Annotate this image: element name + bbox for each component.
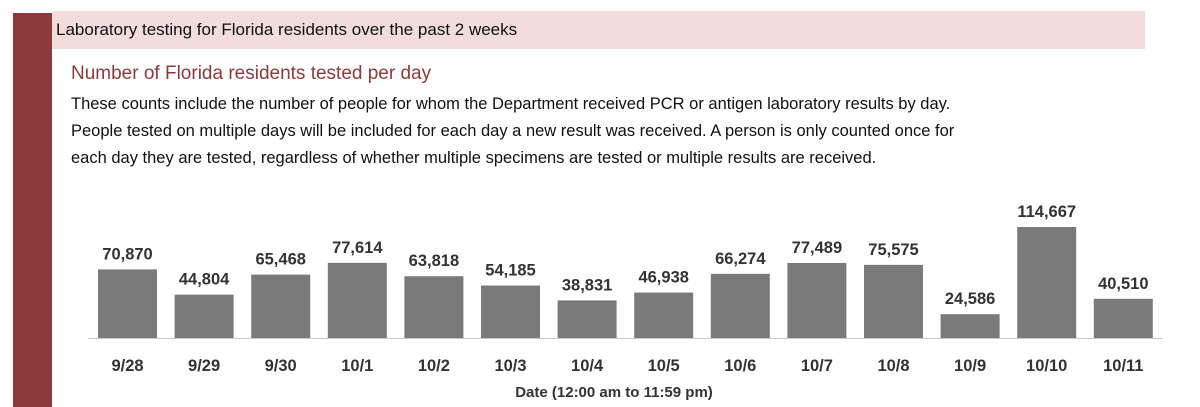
bar-9-29 [174, 294, 234, 338]
data-label: 24,586 [945, 290, 995, 308]
data-label: 114,667 [1017, 203, 1076, 221]
bar-10-7 [787, 262, 847, 338]
section-title: Number of Florida residents tested per d… [71, 63, 432, 84]
data-label: 40,510 [1098, 275, 1148, 293]
bar-10-5 [634, 292, 694, 338]
bar-10-3 [481, 285, 540, 338]
x-tick-label: 9/28 [111, 357, 143, 375]
x-tick-label: 9/29 [188, 357, 220, 375]
x-tick-label: 9/30 [265, 357, 297, 375]
bar-9-30 [251, 274, 311, 338]
x-tick-label: 10/7 [801, 357, 833, 375]
bar-9-28 [98, 269, 157, 338]
x-tick-label: 10/2 [418, 357, 450, 375]
section-description: These counts include the number of peopl… [71, 91, 1156, 172]
x-tick-label: 10/3 [494, 357, 526, 375]
bar-10-9 [940, 314, 1000, 338]
description-line: People tested on multiple days will be i… [71, 122, 955, 140]
data-label: 38,831 [562, 276, 612, 294]
x-tick-label: 10/10 [1026, 357, 1067, 375]
data-label: 46,938 [638, 269, 688, 287]
bar-10-8 [864, 264, 923, 338]
x-tick-label: 10/1 [341, 357, 373, 375]
x-tick-label: 10/5 [648, 357, 680, 375]
accent-sidebar [13, 13, 52, 407]
x-tick-label: 10/8 [877, 357, 909, 375]
x-axis-title: Date (12:00 am to 11:59 pm) [515, 384, 713, 401]
bar-10-6 [710, 273, 770, 338]
data-label: 70,870 [102, 245, 152, 263]
data-label: 75,575 [868, 241, 918, 259]
bar-10-4 [557, 300, 617, 338]
data-label: 77,614 [332, 239, 383, 257]
bar-10-10 [1017, 227, 1077, 338]
x-tick-label: 10/11 [1103, 357, 1143, 375]
header-title: Laboratory testing for Florida residents… [56, 20, 518, 39]
bar-10-2 [404, 276, 464, 338]
data-label: 54,185 [485, 262, 535, 280]
data-label: 44,804 [179, 271, 230, 289]
data-label: 63,818 [409, 252, 459, 270]
x-tick-label: 10/9 [954, 357, 986, 375]
bar-10-11 [1093, 298, 1153, 338]
data-label: 66,274 [715, 250, 766, 268]
data-label: 65,468 [255, 251, 305, 269]
data-label: 77,489 [792, 239, 842, 257]
x-tick-label: 10/4 [571, 357, 604, 375]
description-line: each day they are tested, regardless of … [71, 149, 877, 167]
header-band [52, 11, 1145, 49]
description-line: These counts include the number of peopl… [71, 95, 951, 113]
x-tick-label: 10/6 [724, 357, 756, 375]
bar-10-1 [327, 262, 387, 338]
